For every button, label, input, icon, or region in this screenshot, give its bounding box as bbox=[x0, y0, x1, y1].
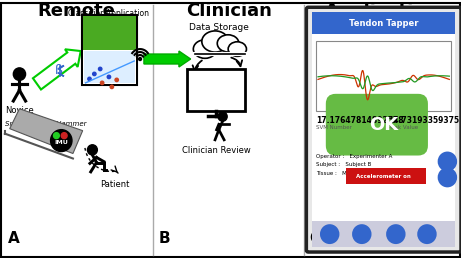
Text: Data Storage: Data Storage bbox=[189, 23, 249, 32]
Circle shape bbox=[352, 224, 372, 244]
Text: Subject :   Subject B: Subject : Subject B bbox=[316, 163, 371, 167]
Text: Application: Application bbox=[325, 2, 439, 20]
Ellipse shape bbox=[228, 42, 246, 56]
Circle shape bbox=[61, 133, 67, 139]
FancyBboxPatch shape bbox=[316, 41, 451, 111]
FancyBboxPatch shape bbox=[187, 69, 245, 111]
FancyBboxPatch shape bbox=[83, 51, 135, 83]
FancyBboxPatch shape bbox=[326, 94, 428, 156]
Circle shape bbox=[386, 224, 406, 244]
Point bbox=[86, 77, 93, 81]
Circle shape bbox=[13, 68, 26, 80]
Point bbox=[91, 72, 98, 76]
Text: 17.17647814892578: 17.17647814892578 bbox=[316, 116, 404, 125]
Text: Clinician Review: Clinician Review bbox=[182, 146, 250, 155]
Text: Tendon Tapper: Tendon Tapper bbox=[349, 19, 419, 28]
Text: OK: OK bbox=[370, 116, 399, 134]
Text: Clinician: Clinician bbox=[187, 2, 273, 20]
Circle shape bbox=[320, 224, 339, 244]
Text: Classifier Application: Classifier Application bbox=[68, 9, 149, 18]
Circle shape bbox=[51, 130, 72, 151]
Point bbox=[96, 67, 104, 71]
Ellipse shape bbox=[202, 31, 228, 52]
FancyBboxPatch shape bbox=[312, 12, 455, 34]
Ellipse shape bbox=[217, 35, 239, 52]
Text: ß: ß bbox=[55, 64, 62, 77]
Circle shape bbox=[138, 58, 142, 60]
Ellipse shape bbox=[193, 40, 217, 58]
FancyBboxPatch shape bbox=[346, 168, 426, 184]
Point bbox=[113, 78, 120, 82]
FancyArrow shape bbox=[33, 49, 81, 90]
FancyBboxPatch shape bbox=[82, 16, 136, 50]
Circle shape bbox=[87, 145, 97, 155]
FancyBboxPatch shape bbox=[1, 3, 460, 257]
Text: Novice: Novice bbox=[5, 106, 34, 115]
FancyBboxPatch shape bbox=[312, 12, 455, 247]
FancyArrow shape bbox=[144, 51, 191, 67]
Circle shape bbox=[218, 112, 227, 121]
Text: SVM Number: SVM Number bbox=[316, 125, 352, 130]
Text: A: A bbox=[8, 231, 19, 246]
Polygon shape bbox=[10, 109, 82, 154]
Text: IMU: IMU bbox=[55, 140, 68, 145]
Text: Tissue :   Muscle: Tissue : Muscle bbox=[316, 171, 361, 176]
Text: Remote: Remote bbox=[37, 2, 115, 20]
Text: B: B bbox=[158, 231, 170, 246]
FancyBboxPatch shape bbox=[82, 15, 137, 85]
Text: Operator :   Experimenter A: Operator : Experimenter A bbox=[316, 154, 392, 158]
Point bbox=[98, 81, 106, 85]
Text: 14.73193359375: 14.73193359375 bbox=[388, 116, 459, 125]
Text: C: C bbox=[309, 231, 320, 246]
Circle shape bbox=[54, 133, 59, 139]
Circle shape bbox=[417, 224, 437, 244]
FancyBboxPatch shape bbox=[306, 7, 461, 252]
Point bbox=[108, 85, 116, 89]
Text: Accelerometer on: Accelerometer on bbox=[356, 174, 411, 179]
Point bbox=[105, 75, 113, 79]
Circle shape bbox=[438, 167, 457, 187]
FancyBboxPatch shape bbox=[82, 16, 136, 84]
Circle shape bbox=[438, 151, 457, 171]
Text: Smart Tendon Hammer: Smart Tendon Hammer bbox=[5, 121, 86, 127]
Text: Peak Value: Peak Value bbox=[388, 125, 418, 130]
Text: Patient: Patient bbox=[100, 180, 129, 189]
FancyBboxPatch shape bbox=[312, 221, 455, 247]
